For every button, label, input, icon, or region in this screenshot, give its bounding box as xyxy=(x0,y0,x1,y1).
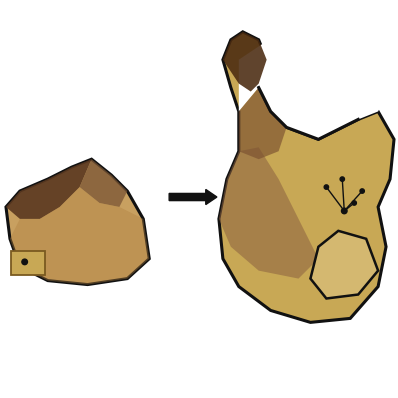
Polygon shape xyxy=(310,231,378,298)
Circle shape xyxy=(341,208,347,214)
Polygon shape xyxy=(239,20,394,139)
Circle shape xyxy=(352,201,357,205)
Circle shape xyxy=(360,189,365,193)
Polygon shape xyxy=(239,88,287,159)
Circle shape xyxy=(22,259,27,265)
Polygon shape xyxy=(6,159,92,219)
Bar xyxy=(11,251,45,275)
Polygon shape xyxy=(6,159,149,285)
Polygon shape xyxy=(80,159,127,207)
Polygon shape xyxy=(10,187,149,285)
Polygon shape xyxy=(223,32,267,92)
Circle shape xyxy=(340,177,345,181)
FancyArrow shape xyxy=(169,189,217,205)
Polygon shape xyxy=(219,32,394,322)
Polygon shape xyxy=(219,147,318,279)
Circle shape xyxy=(324,185,329,189)
